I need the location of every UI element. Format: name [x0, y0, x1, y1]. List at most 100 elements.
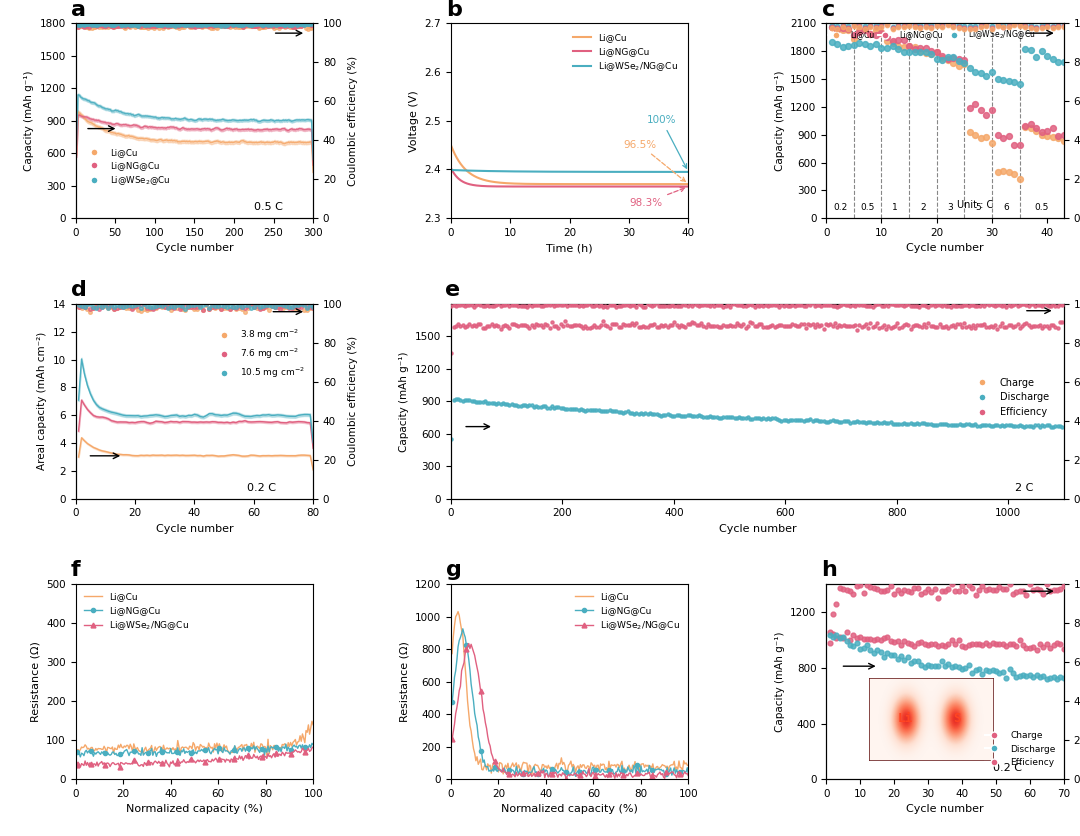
Point [808, 317, 825, 330]
Point [967, 589, 984, 602]
Point [69, 18, 86, 32]
Point [119, 18, 136, 31]
Li@Cu [673, 756, 686, 766]
Point [877, 416, 894, 430]
Point [167, 301, 185, 314]
Point [246, 19, 264, 33]
Point [889, 583, 906, 596]
Point [883, 23, 901, 36]
Point [1000, 419, 1017, 432]
Point [895, 654, 913, 667]
Point [890, 39, 907, 53]
Li@NG@Cu [446, 697, 459, 707]
Point [135, 298, 152, 311]
Point [946, 300, 963, 314]
Point [579, 298, 596, 312]
Point [987, 319, 1004, 332]
Point [503, 298, 521, 312]
Point [667, 299, 685, 313]
Point [847, 415, 864, 429]
Point [198, 18, 215, 32]
Point [177, 302, 194, 315]
Point [197, 17, 214, 30]
Point [879, 630, 896, 644]
Point [530, 400, 548, 413]
Point [822, 318, 839, 331]
Point [806, 299, 823, 313]
Point [183, 300, 200, 314]
Point [260, 303, 278, 316]
Point [859, 638, 876, 651]
Point [1011, 670, 1028, 683]
Point [775, 299, 793, 313]
Point [632, 298, 649, 311]
Point [130, 299, 147, 313]
Point [962, 418, 980, 431]
Point [478, 319, 496, 333]
Point [235, 18, 253, 31]
Point [273, 18, 291, 31]
Point [908, 318, 926, 331]
Point [79, 302, 96, 315]
Point [697, 410, 714, 424]
Point [920, 300, 937, 314]
Point [159, 300, 176, 314]
Text: 0.2 C: 0.2 C [993, 763, 1022, 773]
Point [150, 22, 167, 35]
Point [108, 301, 125, 314]
Y-axis label: Capacity (mAh g⁻¹): Capacity (mAh g⁻¹) [774, 631, 785, 732]
Point [930, 640, 947, 653]
Point [984, 419, 1001, 432]
Point [585, 299, 603, 313]
Point [588, 320, 605, 334]
Point [86, 20, 104, 33]
Point [95, 19, 112, 33]
Point [456, 321, 473, 334]
Point [764, 412, 781, 426]
Point [213, 298, 230, 312]
Point [967, 322, 984, 335]
Point [305, 301, 322, 314]
Point [95, 18, 112, 31]
Point [839, 415, 856, 428]
Point [901, 45, 918, 59]
Point [1029, 419, 1047, 432]
Point [1027, 319, 1044, 333]
Point [665, 410, 683, 423]
Point [954, 579, 971, 593]
Point [481, 319, 498, 333]
Point [126, 300, 144, 314]
Point [843, 319, 861, 333]
Point [103, 298, 120, 312]
Point [933, 18, 950, 31]
Point [795, 300, 812, 314]
Point [229, 18, 246, 32]
Point [130, 298, 147, 311]
Point [841, 299, 859, 313]
Point [293, 19, 310, 33]
Point [652, 319, 670, 332]
Point [818, 415, 835, 428]
Point [114, 300, 132, 314]
Point [804, 297, 821, 310]
Point [269, 300, 286, 314]
Point [110, 18, 127, 31]
Point [85, 18, 103, 32]
Point [86, 18, 104, 32]
Point [858, 416, 875, 430]
Point [514, 300, 531, 314]
Point [956, 298, 973, 311]
Point [887, 298, 904, 311]
Point [1035, 640, 1052, 654]
Point [266, 17, 283, 30]
Point [185, 18, 202, 32]
Point [212, 18, 229, 31]
Point [823, 18, 840, 32]
Point [889, 316, 906, 329]
Point [190, 17, 207, 30]
Point [927, 299, 944, 313]
Point [525, 320, 542, 334]
Li@WSe$_2$/NG@Cu [559, 774, 572, 784]
Point [944, 319, 961, 332]
Point [906, 18, 923, 31]
